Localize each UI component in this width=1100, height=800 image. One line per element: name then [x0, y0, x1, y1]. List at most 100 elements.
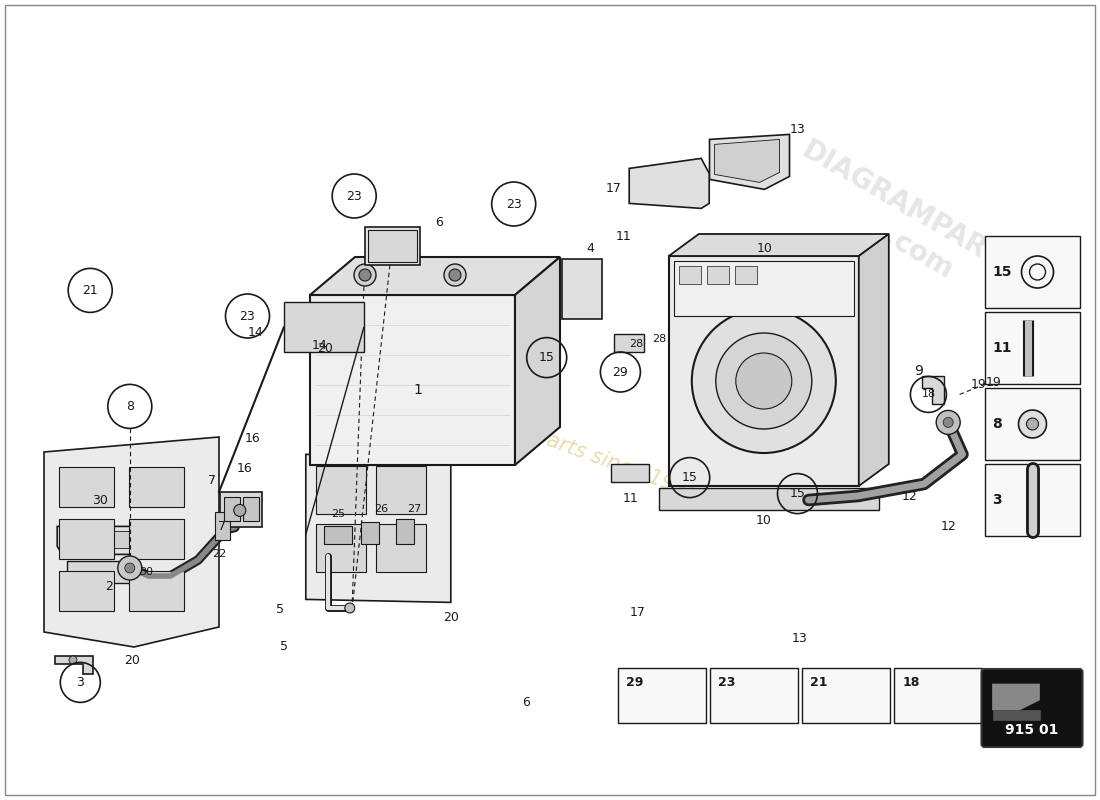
Text: 20: 20 [317, 342, 332, 354]
Text: 15: 15 [992, 265, 1012, 279]
Text: 30: 30 [140, 567, 153, 578]
Text: 29: 29 [613, 366, 628, 378]
Bar [674, 261, 854, 316]
Text: DIAGRAMPARTS
      .com: DIAGRAMPARTS .com [780, 136, 1024, 312]
Text: 18: 18 [902, 676, 920, 689]
Circle shape [344, 603, 355, 613]
Polygon shape [669, 234, 889, 256]
Bar [310, 295, 515, 465]
Bar [562, 259, 602, 319]
Text: 14: 14 [312, 339, 328, 352]
Polygon shape [715, 139, 780, 182]
Bar [984, 312, 1079, 384]
Bar [67, 562, 132, 583]
Bar [323, 526, 352, 544]
Text: 11: 11 [992, 341, 1012, 355]
Bar [284, 302, 364, 352]
Bar [618, 668, 706, 723]
Polygon shape [63, 531, 157, 549]
Text: 29: 29 [626, 676, 644, 689]
Text: 17: 17 [605, 182, 621, 195]
Bar [984, 236, 1079, 308]
Text: 20: 20 [443, 611, 459, 624]
Circle shape [118, 556, 142, 580]
Circle shape [354, 264, 376, 286]
Circle shape [736, 353, 792, 409]
Polygon shape [992, 710, 1040, 720]
Circle shape [716, 333, 812, 429]
Text: 915 01: 915 01 [1005, 723, 1058, 737]
Text: 13: 13 [792, 632, 807, 645]
Text: 3: 3 [992, 493, 1002, 507]
Bar [376, 466, 426, 514]
Text: 6: 6 [521, 696, 530, 709]
Bar [610, 464, 649, 482]
Bar [659, 488, 879, 510]
Text: 15: 15 [790, 487, 805, 500]
Bar [59, 571, 114, 611]
Text: 8: 8 [125, 400, 134, 413]
Bar [802, 668, 890, 723]
Circle shape [234, 505, 245, 517]
Bar [984, 388, 1079, 460]
Bar [316, 466, 366, 514]
Text: 28: 28 [652, 334, 667, 344]
Circle shape [444, 264, 466, 286]
Bar [316, 525, 366, 573]
Text: 8: 8 [992, 417, 1002, 431]
Text: 7: 7 [218, 520, 227, 533]
Text: 12: 12 [940, 520, 956, 533]
FancyBboxPatch shape [981, 669, 1082, 747]
Bar [376, 525, 426, 573]
Bar [59, 467, 114, 507]
Text: 19: 19 [970, 378, 986, 390]
Polygon shape [44, 437, 219, 647]
Circle shape [943, 418, 954, 427]
Text: 17: 17 [629, 606, 645, 618]
Circle shape [69, 656, 77, 664]
Circle shape [1026, 418, 1038, 430]
Text: 15: 15 [539, 351, 554, 364]
Bar [223, 498, 240, 522]
Circle shape [449, 269, 461, 281]
Text: 5: 5 [279, 640, 288, 653]
Circle shape [936, 410, 960, 434]
Bar [129, 571, 184, 611]
Text: 21: 21 [82, 284, 98, 297]
Polygon shape [306, 454, 451, 602]
Polygon shape [859, 234, 889, 486]
Polygon shape [992, 684, 1040, 710]
Text: 10: 10 [756, 514, 772, 527]
Bar [361, 522, 378, 544]
Text: 23: 23 [346, 190, 362, 202]
Text: 16: 16 [244, 432, 260, 445]
Text: 5: 5 [276, 603, 284, 616]
Text: 19: 19 [986, 376, 1001, 389]
Polygon shape [55, 656, 94, 674]
Bar [365, 227, 420, 265]
Text: 23: 23 [506, 198, 521, 210]
Bar [669, 256, 859, 486]
Text: 10: 10 [757, 242, 772, 254]
Text: 14: 14 [249, 326, 264, 339]
Text: 21: 21 [811, 676, 827, 689]
Text: 18: 18 [922, 390, 935, 399]
Text: 16: 16 [236, 462, 252, 474]
Text: 23: 23 [240, 310, 255, 322]
Text: 4: 4 [586, 242, 594, 255]
Circle shape [692, 309, 836, 453]
Text: 3: 3 [76, 676, 85, 689]
Bar [129, 467, 184, 507]
Polygon shape [310, 257, 560, 295]
Text: 13: 13 [790, 123, 805, 136]
Text: 2: 2 [106, 580, 113, 593]
Bar [679, 266, 701, 284]
Text: 23: 23 [718, 676, 736, 689]
Circle shape [1019, 410, 1046, 438]
Text: 15: 15 [682, 471, 697, 484]
Text: 22: 22 [212, 549, 227, 559]
Text: 28: 28 [629, 339, 644, 349]
Circle shape [124, 563, 135, 573]
Text: 1: 1 [414, 383, 422, 397]
Bar [368, 230, 417, 262]
